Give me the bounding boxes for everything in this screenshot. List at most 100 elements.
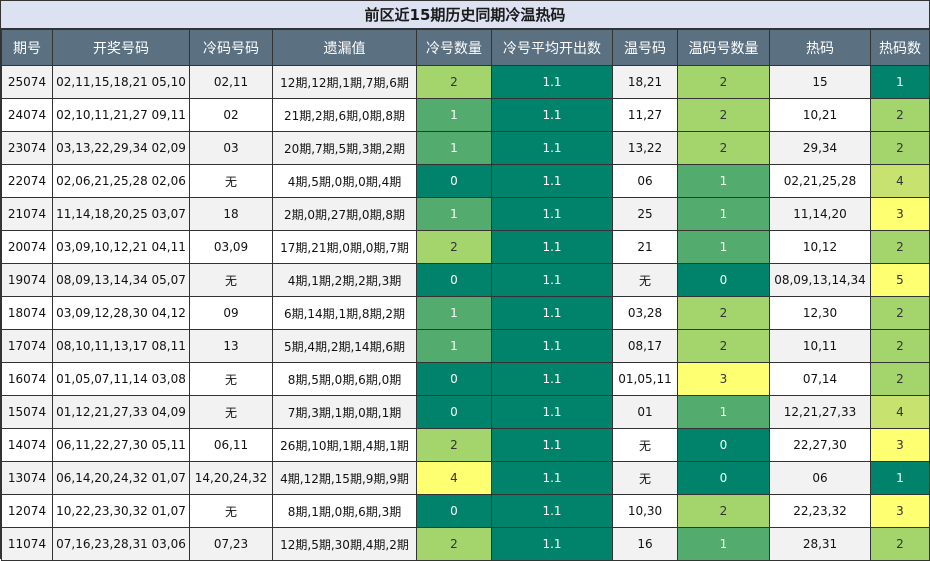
period-cell: 22074 bbox=[1, 164, 53, 198]
warm-numbers-cell: 06 bbox=[612, 164, 678, 198]
draw-numbers-cell: 08,09,13,14,34 05,07 bbox=[52, 263, 190, 297]
hot-count-cell: 5 bbox=[870, 263, 930, 297]
cold-numbers-cell: 无 bbox=[189, 164, 273, 198]
period-cell: 13074 bbox=[1, 461, 53, 495]
warm-count-cell: 1 bbox=[677, 395, 770, 429]
miss-values-cell: 17期,21期,0期,0期,7期 bbox=[272, 230, 417, 264]
miss-values-cell: 12期,12期,1期,7期,6期 bbox=[272, 65, 417, 99]
warm-numbers-cell: 01,05,11 bbox=[612, 362, 678, 396]
cold-count-cell: 2 bbox=[416, 527, 492, 561]
header-hot-numbers: 热码 bbox=[769, 29, 871, 66]
cold-count-cell: 1 bbox=[416, 131, 492, 165]
warm-count-cell: 1 bbox=[677, 164, 770, 198]
cold-average-cell: 1.1 bbox=[491, 131, 613, 165]
warm-numbers-cell: 25 bbox=[612, 197, 678, 231]
cold-numbers-cell: 18 bbox=[189, 197, 273, 231]
cold-average-cell: 1.1 bbox=[491, 230, 613, 264]
warm-numbers-cell: 无 bbox=[612, 461, 678, 495]
table-row: 11074 07,16,23,28,31 03,06 07,23 12期,5期,30期… bbox=[1, 527, 930, 561]
cold-count-cell: 1 bbox=[416, 296, 492, 330]
cold-numbers-cell: 13 bbox=[189, 329, 273, 363]
hot-numbers-cell: 10,21 bbox=[769, 98, 871, 132]
cold-count-cell: 1 bbox=[416, 329, 492, 363]
warm-count-cell: 0 bbox=[677, 428, 770, 462]
cold-count-cell: 0 bbox=[416, 395, 492, 429]
draw-numbers-cell: 01,05,07,11,14 03,08 bbox=[52, 362, 190, 396]
cold-numbers-cell: 03 bbox=[189, 131, 273, 165]
hot-count-cell: 2 bbox=[870, 527, 930, 561]
cold-count-cell: 0 bbox=[416, 362, 492, 396]
warm-numbers-cell: 无 bbox=[612, 428, 678, 462]
table-row: 16074 01,05,07,11,14 03,08 无 8期,5期,0期,6期,0期… bbox=[1, 362, 930, 396]
warm-count-cell: 1 bbox=[677, 197, 770, 231]
draw-numbers-cell: 03,09,10,12,21 04,11 bbox=[52, 230, 190, 264]
hot-count-cell: 2 bbox=[870, 230, 930, 264]
draw-numbers-cell: 03,13,22,29,34 02,09 bbox=[52, 131, 190, 165]
cold-average-cell: 1.1 bbox=[491, 395, 613, 429]
warm-numbers-cell: 08,17 bbox=[612, 329, 678, 363]
miss-values-cell: 26期,10期,1期,4期,1期 bbox=[272, 428, 417, 462]
header-miss-values: 遗漏值 bbox=[272, 29, 417, 66]
period-cell: 21074 bbox=[1, 197, 53, 231]
period-cell: 25074 bbox=[1, 65, 53, 99]
hot-count-cell: 2 bbox=[870, 362, 930, 396]
draw-numbers-cell: 02,06,21,25,28 02,06 bbox=[52, 164, 190, 198]
cold-average-cell: 1.1 bbox=[491, 362, 613, 396]
cold-count-cell: 2 bbox=[416, 428, 492, 462]
table-row: 12074 10,22,23,30,32 01,07 无 8期,1期,0期,6期,3期… bbox=[1, 494, 930, 528]
table-body: 25074 02,11,15,18,21 05,10 02,11 12期,12期,1期… bbox=[1, 65, 930, 561]
hot-numbers-cell: 08,09,13,14,34 bbox=[769, 263, 871, 297]
cold-average-cell: 1.1 bbox=[491, 527, 613, 561]
draw-numbers-cell: 11,14,18,20,25 03,07 bbox=[52, 197, 190, 231]
table-row: 19074 08,09,13,14,34 05,07 无 4期,1期,2期,2期,3期… bbox=[1, 263, 930, 297]
period-cell: 16074 bbox=[1, 362, 53, 396]
warm-count-cell: 2 bbox=[677, 65, 770, 99]
warm-numbers-cell: 16 bbox=[612, 527, 678, 561]
draw-numbers-cell: 10,22,23,30,32 01,07 bbox=[52, 494, 190, 528]
history-table: 期号 开奖号码 冷码号码 遗漏值 冷号数量 冷号平均开出数 温号码 温码号数量 … bbox=[1, 29, 930, 561]
miss-values-cell: 7期,3期,1期,0期,1期 bbox=[272, 395, 417, 429]
period-cell: 12074 bbox=[1, 494, 53, 528]
hot-numbers-cell: 12,21,27,33 bbox=[769, 395, 871, 429]
warm-numbers-cell: 03,28 bbox=[612, 296, 678, 330]
hot-numbers-cell: 12,30 bbox=[769, 296, 871, 330]
header-row: 期号 开奖号码 冷码号码 遗漏值 冷号数量 冷号平均开出数 温号码 温码号数量 … bbox=[1, 29, 930, 66]
hot-count-cell: 4 bbox=[870, 164, 930, 198]
warm-numbers-cell: 01 bbox=[612, 395, 678, 429]
cold-count-cell: 4 bbox=[416, 461, 492, 495]
miss-values-cell: 8期,5期,0期,6期,0期 bbox=[272, 362, 417, 396]
table-row: 18074 03,09,12,28,30 04,12 09 6期,14期,1期,8期,… bbox=[1, 296, 930, 330]
warm-count-cell: 2 bbox=[677, 494, 770, 528]
miss-values-cell: 4期,1期,2期,2期,3期 bbox=[272, 263, 417, 297]
cold-numbers-cell: 02 bbox=[189, 98, 273, 132]
header-cold-numbers: 冷码号码 bbox=[189, 29, 273, 66]
header-hot-count: 热码数 bbox=[870, 29, 930, 66]
header-warm-count: 温码号数量 bbox=[677, 29, 770, 66]
hot-numbers-cell: 28,31 bbox=[769, 527, 871, 561]
cold-numbers-cell: 02,11 bbox=[189, 65, 273, 99]
hot-numbers-cell: 22,27,30 bbox=[769, 428, 871, 462]
period-cell: 17074 bbox=[1, 329, 53, 363]
cold-average-cell: 1.1 bbox=[491, 428, 613, 462]
header-draw-numbers: 开奖号码 bbox=[52, 29, 190, 66]
warm-count-cell: 2 bbox=[677, 296, 770, 330]
miss-values-cell: 5期,4期,2期,14期,6期 bbox=[272, 329, 417, 363]
warm-count-cell: 2 bbox=[677, 131, 770, 165]
warm-count-cell: 2 bbox=[677, 329, 770, 363]
hot-numbers-cell: 06 bbox=[769, 461, 871, 495]
warm-count-cell: 0 bbox=[677, 461, 770, 495]
period-cell: 19074 bbox=[1, 263, 53, 297]
table-row: 14074 06,11,22,27,30 05,11 06,11 26期,10期,1期… bbox=[1, 428, 930, 462]
miss-values-cell: 4期,5期,0期,0期,4期 bbox=[272, 164, 417, 198]
header-cold-count: 冷号数量 bbox=[416, 29, 492, 66]
miss-values-cell: 6期,14期,1期,8期,2期 bbox=[272, 296, 417, 330]
draw-numbers-cell: 01,12,21,27,33 04,09 bbox=[52, 395, 190, 429]
table-row: 21074 11,14,18,20,25 03,07 18 2期,0期,27期,0期,… bbox=[1, 197, 930, 231]
cold-count-cell: 0 bbox=[416, 494, 492, 528]
cold-numbers-cell: 无 bbox=[189, 395, 273, 429]
warm-count-cell: 1 bbox=[677, 230, 770, 264]
hot-count-cell: 2 bbox=[870, 131, 930, 165]
cold-count-cell: 1 bbox=[416, 197, 492, 231]
hot-numbers-cell: 10,12 bbox=[769, 230, 871, 264]
warm-count-cell: 3 bbox=[677, 362, 770, 396]
